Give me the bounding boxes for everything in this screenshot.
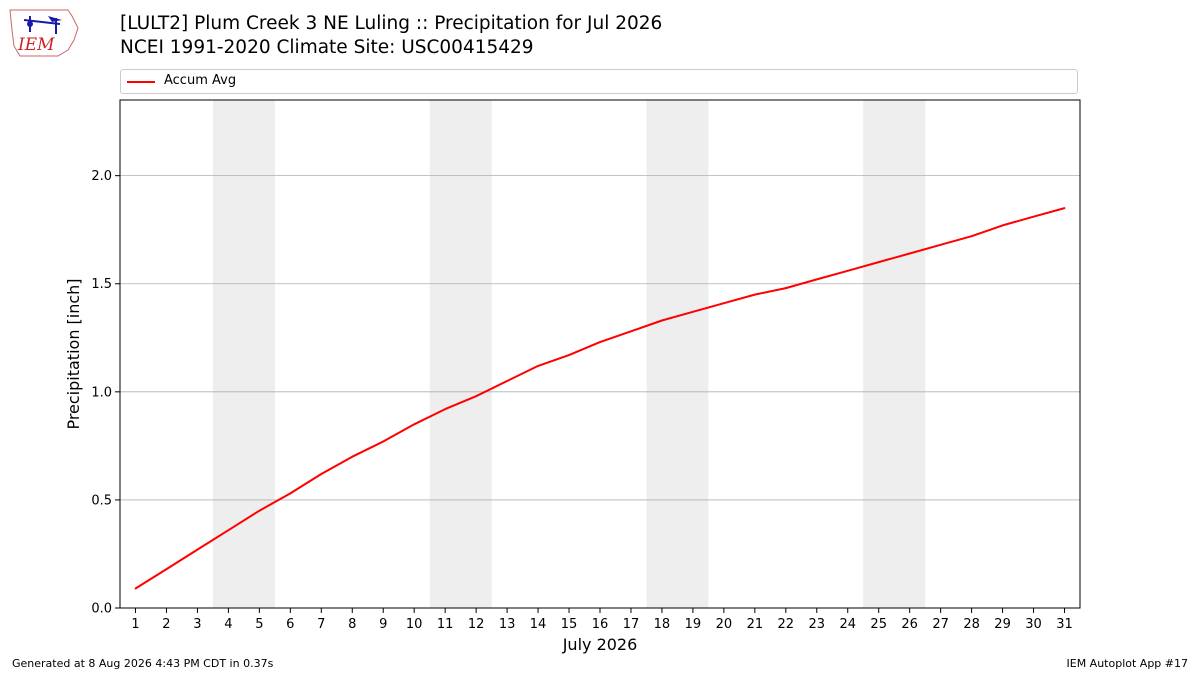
data-point [692, 310, 694, 313]
x-tick-label: 1 [131, 617, 139, 632]
data-point [258, 509, 261, 512]
data-point [165, 568, 168, 570]
x-tick-label: 22 [778, 617, 795, 632]
x-tick-label: 5 [255, 617, 263, 632]
x-tick-label: 23 [809, 617, 826, 632]
x-tick-label: 31 [1056, 617, 1073, 632]
x-tick-label: 7 [317, 617, 325, 632]
title-line-2: NCEI 1991-2020 Climate Site: USC00415429 [120, 37, 534, 58]
footer-app: IEM Autoplot App #17 [1066, 657, 1189, 670]
x-tick-label: 25 [870, 617, 887, 632]
y-tick-label: 1.0 [91, 385, 112, 400]
x-tick-label: 16 [592, 617, 609, 632]
x-tick-label: 9 [379, 617, 387, 632]
legend-swatch [127, 81, 155, 83]
logo-text: IEM [17, 35, 55, 55]
data-point [537, 364, 539, 367]
data-point [475, 395, 478, 398]
title-line-1: [LULT2] Plum Creek 3 NE Luling :: Precip… [120, 13, 663, 34]
x-tick-label: 11 [437, 617, 454, 632]
data-point [506, 380, 508, 382]
x-tick-label: 15 [561, 617, 578, 632]
iem-logo: IEM [8, 6, 82, 60]
footer-generated: Generated at 8 Aug 2026 4:43 PM CDT in 0… [12, 657, 274, 670]
x-tick-label: 13 [499, 617, 516, 632]
y-tick-label: 0.5 [91, 493, 112, 508]
x-tick-label: 20 [716, 617, 733, 632]
x-axis-label: July 2026 [562, 635, 638, 654]
chart-title: [LULT2] Plum Creek 3 NE Luling :: Precip… [120, 12, 662, 60]
x-tick-label: 17 [623, 617, 640, 632]
data-point [939, 243, 942, 246]
data-point [444, 408, 447, 411]
weekend-band-3 [863, 100, 926, 608]
x-tick-label: 6 [286, 617, 294, 632]
data-point [382, 440, 385, 443]
y-tick-label: 2.0 [91, 169, 112, 184]
plot-frame [119, 99, 1081, 609]
x-tick-label: 26 [901, 617, 918, 632]
data-point [722, 302, 725, 305]
data-point [877, 261, 880, 264]
x-tick-label: 19 [685, 617, 702, 632]
x-tick-label: 21 [747, 617, 764, 632]
data-point [908, 252, 911, 255]
x-tick-label: 28 [963, 617, 980, 632]
data-point [134, 587, 137, 590]
weekend-band-2 [646, 100, 709, 608]
x-tick-label: 29 [994, 617, 1011, 632]
x-tick-label: 2 [162, 617, 170, 632]
x-tick-label: 4 [224, 617, 232, 632]
x-tick-label: 18 [654, 617, 671, 632]
data-point [227, 529, 230, 532]
y-tick-label: 0.0 [91, 602, 112, 617]
data-point [661, 319, 663, 322]
data-point [289, 492, 292, 495]
data-point [568, 354, 570, 356]
data-point [1063, 207, 1066, 209]
y-tick-label: 1.5 [91, 277, 112, 292]
weekend-band-1 [429, 100, 492, 608]
weekend-band-0 [212, 100, 275, 608]
x-tick-label: 24 [839, 617, 856, 632]
data-point [351, 455, 354, 458]
data-point [1001, 224, 1004, 227]
y-axis-label: Precipitation [inch] [64, 278, 83, 429]
data-point [753, 293, 756, 296]
x-tick-label: 10 [406, 617, 423, 632]
data-point [413, 423, 416, 426]
x-tick-label: 12 [468, 617, 485, 632]
x-tick-label: 3 [193, 617, 201, 632]
data-point [970, 235, 973, 238]
legend: Accum Avg [120, 69, 1078, 94]
data-point [599, 341, 601, 344]
data-point [784, 287, 787, 289]
data-point [630, 330, 632, 333]
data-point [815, 278, 818, 281]
data-point [1032, 215, 1035, 218]
x-tick-label: 14 [530, 617, 547, 632]
x-tick-label: 8 [348, 617, 356, 632]
data-point [196, 548, 199, 551]
x-tick-label: 30 [1025, 617, 1042, 632]
data-point [846, 269, 849, 272]
x-tick-label: 27 [932, 617, 949, 632]
data-point [320, 473, 323, 475]
legend-label: Accum Avg [164, 73, 237, 88]
